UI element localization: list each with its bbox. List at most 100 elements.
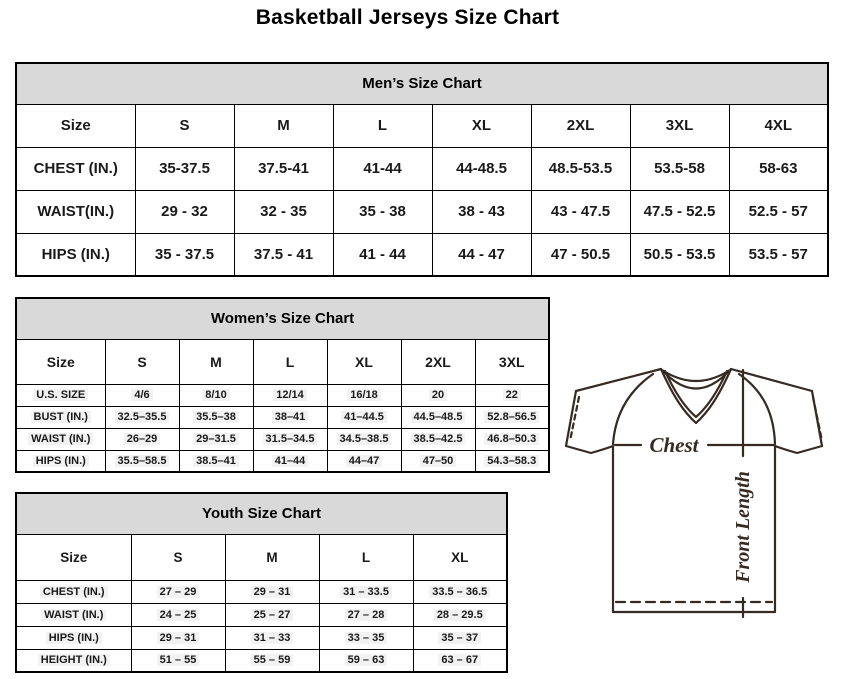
value-text: 54.3–58.3 — [484, 454, 540, 467]
column-header-m: M — [224, 533, 320, 581]
value-text: 20 — [428, 389, 448, 401]
right-cuff-dashed-line — [811, 395, 824, 443]
value-text: 31 – 33 — [250, 631, 294, 644]
value-cell: 33 – 35 — [318, 625, 414, 650]
value-text: 52.8–56.5 — [484, 411, 540, 423]
row-label-text: U.S. SIZE — [33, 389, 89, 401]
column-header-s: S — [104, 338, 180, 385]
value-text: 35.5–58.5 — [114, 454, 170, 467]
value-cell: 43 - 47.5 — [530, 189, 631, 234]
value-cell: 35 – 37 — [412, 625, 508, 650]
value-cell: 35-37.5 — [134, 146, 235, 191]
value-cell: 50.5 - 53.5 — [629, 232, 730, 277]
value-cell: 44.5–48.5 — [400, 405, 476, 429]
chest-label: Chest — [649, 433, 699, 457]
column-header-xl: XL — [412, 533, 508, 581]
value-cell: 4/6 — [104, 383, 180, 407]
column-header-3xl: 3XL — [474, 338, 550, 385]
value-cell: 12/14 — [252, 383, 328, 407]
value-cell: 35.5–58.5 — [104, 449, 180, 473]
column-header-l: L — [318, 533, 414, 581]
value-cell: 44 - 47 — [431, 232, 532, 277]
value-cell: 46.8–50.3 — [474, 427, 550, 451]
value-text: 24 – 25 — [156, 608, 200, 621]
column-header-l: L — [252, 338, 328, 385]
row-label-text: WAIST (IN.) — [41, 608, 107, 621]
value-text: 38.5–42.5 — [410, 433, 466, 445]
front-length-label: Front Length — [732, 471, 754, 584]
table-row: WAIST (IN.) 24 – 25 25 – 27 27 – 28 28 – 29.… — [15, 602, 508, 627]
row-label: WAIST (IN.) — [15, 602, 132, 627]
value-cell: 53.5-58 — [629, 146, 730, 191]
row-label-text: WAIST (IN.) — [28, 433, 94, 445]
value-cell: 47–50 — [400, 449, 476, 473]
table-row: WAIST (IN.) 26–29 29–31.5 31.5–34.5 34.5–38.… — [15, 427, 550, 451]
value-text: 35.5–38 — [193, 411, 239, 423]
collar-inner-arc-icon — [662, 370, 730, 390]
value-cell: 38.5–42.5 — [400, 427, 476, 451]
value-cell: 41–44 — [252, 449, 328, 473]
column-header-2xl: 2XL — [400, 338, 476, 385]
value-text: 44–47 — [345, 454, 383, 467]
value-cell: 34.5–38.5 — [326, 427, 402, 451]
value-cell: 37.5 - 41 — [233, 232, 334, 277]
value-text: 33 – 35 — [344, 631, 388, 644]
vneck-inner-line — [663, 369, 729, 419]
column-header-s: S — [134, 103, 235, 148]
value-cell: 44-48.5 — [431, 146, 532, 191]
table-row: HIPS (IN.) 35 - 37.5 37.5 - 41 41 - 44 44 - … — [15, 232, 829, 277]
value-cell: 52.8–56.5 — [474, 405, 550, 429]
size-header-cell: Size — [15, 338, 106, 385]
value-cell: 47.5 - 52.5 — [629, 189, 730, 234]
value-text: 22 — [502, 389, 521, 401]
left-cuff-dashed-line — [568, 395, 581, 443]
value-text: 51 – 55 — [156, 654, 200, 667]
value-cell: 35.5–38 — [178, 405, 254, 429]
value-cell: 41-44 — [332, 146, 433, 191]
value-cell: 63 – 67 — [412, 648, 508, 673]
value-text: 25 – 27 — [250, 608, 294, 621]
row-label: CHEST (IN.) — [15, 146, 136, 191]
value-cell: 35 - 37.5 — [134, 232, 235, 277]
table-row: WAIST(IN.) 29 - 32 32 - 35 35 - 38 38 - 43 43… — [15, 189, 829, 234]
table-row: U.S. SIZE 4/6 8/10 12/14 16/18 20 22 — [15, 383, 550, 407]
jersey-outline — [564, 367, 824, 614]
youth-chart-title: Youth Size Chart — [15, 492, 508, 535]
row-label: CHEST (IN.) — [15, 579, 132, 604]
row-label-text: HEIGHT (IN.) — [37, 654, 110, 667]
value-cell: 38–41 — [252, 405, 328, 429]
value-text: 12/14 — [273, 389, 307, 401]
value-text: 31.5–34.5 — [262, 433, 318, 445]
left-armhole-seam — [611, 372, 655, 446]
value-cell: 25 – 27 — [224, 602, 320, 627]
value-text: 63 – 67 — [438, 654, 482, 667]
value-text: 27 – 28 — [344, 608, 388, 621]
value-cell: 37.5-41 — [233, 146, 334, 191]
value-text: 31 – 33.5 — [340, 585, 392, 598]
collar-back-arc-icon — [660, 368, 732, 382]
value-text: 27 – 29 — [156, 585, 200, 598]
value-cell: 41 - 44 — [332, 232, 433, 277]
row-label: HIPS (IN.) — [15, 449, 106, 473]
row-label-text: HIPS (IN.) — [32, 454, 89, 467]
value-text: 47–50 — [419, 454, 457, 467]
column-header-l: L — [332, 103, 433, 148]
value-text: 33.5 – 36.5 — [429, 585, 491, 598]
value-cell: 51 – 55 — [130, 648, 226, 673]
value-cell: 27 – 28 — [318, 602, 414, 627]
value-cell: 32.5–35.5 — [104, 405, 180, 429]
table-row: CHEST (IN.) 35-37.5 37.5-41 41-44 44-48.5 48.… — [15, 146, 829, 191]
table-row: HIPS (IN.) 29 – 31 31 – 33 33 – 35 35 – 37 — [15, 625, 508, 650]
value-cell: 38 - 43 — [431, 189, 532, 234]
value-cell: 20 — [400, 383, 476, 407]
value-cell: 29 - 32 — [134, 189, 235, 234]
row-label: HIPS (IN.) — [15, 625, 132, 650]
row-label-text: BUST (IN.) — [30, 411, 91, 423]
value-text: 29–31.5 — [193, 433, 239, 445]
value-text: 16/18 — [347, 389, 381, 401]
value-text: 34.5–38.5 — [336, 433, 392, 445]
value-cell: 58-63 — [728, 146, 829, 191]
vneck-outer-line — [659, 367, 733, 425]
value-cell: 16/18 — [326, 383, 402, 407]
column-header-3xl: 3XL — [629, 103, 730, 148]
